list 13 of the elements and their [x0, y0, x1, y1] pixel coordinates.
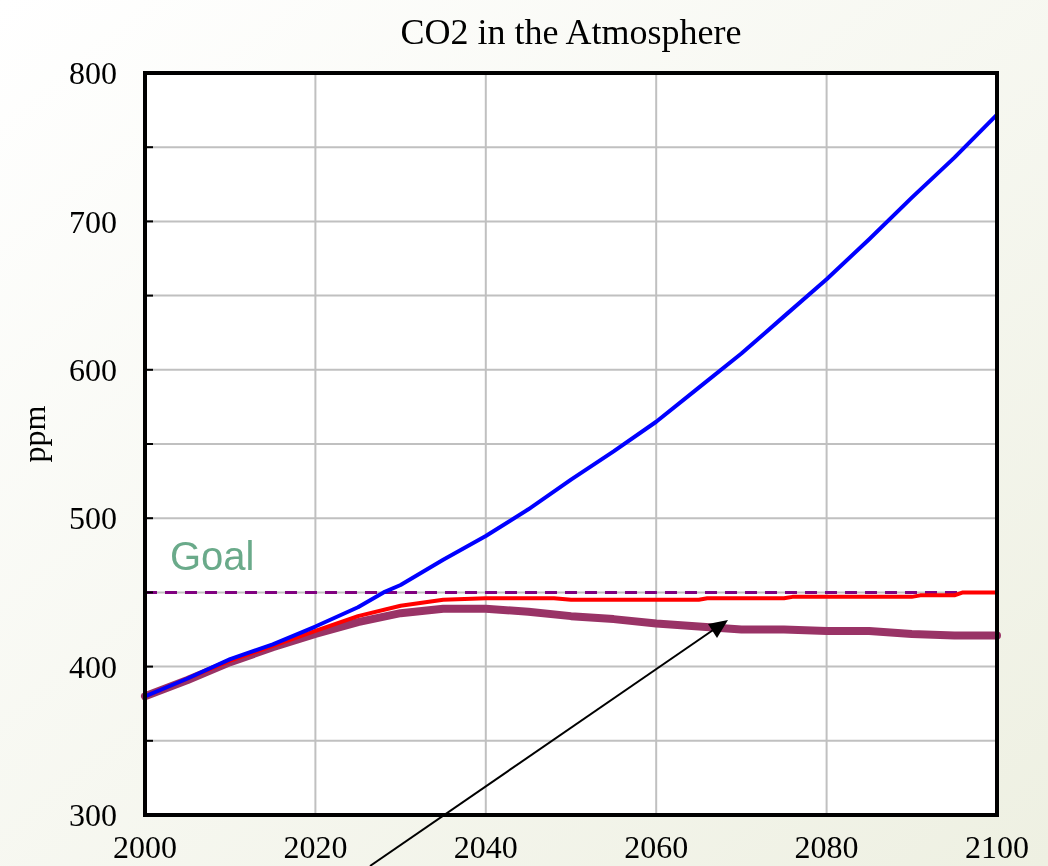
y-tick-label: 800	[69, 55, 117, 92]
y-tick-label: 400	[69, 648, 117, 685]
y-axis-title: ppm	[16, 405, 52, 463]
x-tick-label: 2040	[453, 829, 518, 865]
x-tick-label: 2020	[283, 829, 348, 865]
chart-title: CO2 in the Atmosphere	[400, 12, 742, 52]
ref-line-label: Goal	[170, 534, 255, 579]
x-tick-label: 2100	[965, 829, 1029, 865]
y-tick-label: 700	[69, 203, 117, 240]
y-tick-label: 600	[69, 352, 117, 388]
y-tick-label: 500	[69, 500, 117, 537]
x-tick-label: 2060	[624, 829, 689, 865]
x-tick-label: 2080	[794, 829, 859, 865]
